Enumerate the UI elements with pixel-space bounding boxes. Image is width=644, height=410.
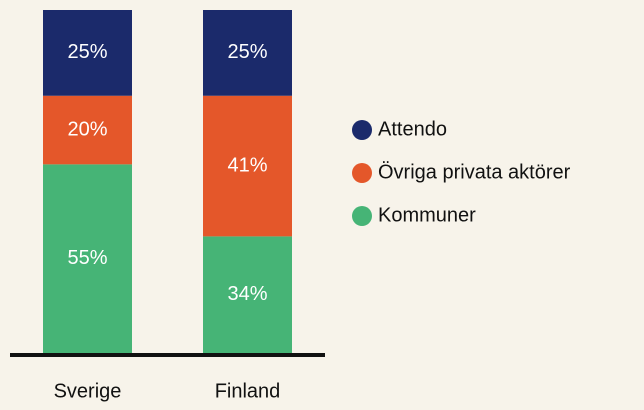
legend-swatch bbox=[352, 163, 372, 183]
value-label: 25% bbox=[227, 41, 267, 63]
category-label: Finland bbox=[215, 380, 281, 402]
value-label: 25% bbox=[67, 41, 107, 63]
legend-label: Attendo bbox=[378, 118, 447, 140]
legend-label: Övriga privata aktörer bbox=[378, 161, 571, 183]
value-label: 20% bbox=[67, 118, 107, 140]
legend-label: Kommuner bbox=[378, 204, 476, 226]
bar-segment bbox=[203, 95, 292, 237]
bar-segment bbox=[43, 10, 132, 96]
value-label: 34% bbox=[227, 283, 267, 305]
legend-swatch bbox=[352, 206, 372, 226]
value-label: 55% bbox=[67, 247, 107, 269]
bar-segment bbox=[203, 236, 292, 353]
bar-segment bbox=[203, 10, 292, 96]
value-label: 41% bbox=[227, 154, 267, 176]
category-label: Sverige bbox=[54, 380, 122, 402]
bar-segment bbox=[43, 95, 132, 165]
legend-swatch bbox=[352, 120, 372, 140]
bar-segment bbox=[43, 164, 132, 353]
